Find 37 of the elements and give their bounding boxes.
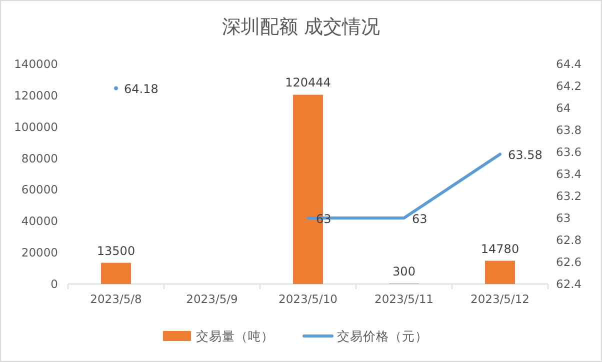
data-label: 14780 (480, 242, 520, 256)
x-tick-label: 2023/5/9 (186, 292, 238, 306)
y2-tick-label: 62.8 (556, 233, 582, 247)
legend-label: 交易价格（元） (337, 328, 428, 344)
y-tick-label: 60000 (21, 182, 58, 197)
y2-tick-label: 64 (556, 101, 571, 115)
data-label: 63.58 (508, 148, 542, 162)
y-tick-label: 80000 (21, 151, 58, 166)
bar (101, 262, 131, 284)
y2-tick-label: 63.4 (556, 167, 582, 181)
bar (485, 260, 515, 284)
y2-tick-label: 64.4 (556, 57, 582, 71)
y2-tick-label: 62.4 (556, 277, 582, 291)
y-tick-label: 0 (50, 277, 58, 291)
x-tick-label: 2023/5/11 (374, 292, 434, 306)
data-label: 63 (412, 212, 428, 226)
y-tick-label: 40000 (21, 214, 58, 228)
chart-title: 深圳配额 成交情况 (222, 16, 380, 38)
y-tick-label: 20000 (21, 246, 58, 260)
data-label: 64.18 (124, 82, 158, 96)
x-tick-label: 2023/5/10 (278, 292, 338, 306)
y-tick-label: 120000 (14, 88, 58, 102)
y2-tick-label: 63 (556, 211, 571, 225)
data-label: 13500 (96, 244, 136, 258)
y2-tick-label: 63.8 (556, 123, 582, 137)
y2-tick-label: 63.6 (556, 145, 582, 159)
y-tick-label: 140000 (14, 57, 58, 71)
y2-tick-label: 63.2 (556, 189, 582, 203)
y-tick-label: 100000 (14, 120, 58, 134)
x-tick-label: 2023/5/8 (90, 292, 142, 306)
y2-tick-label: 64.2 (556, 79, 582, 93)
data-label: 120444 (285, 76, 331, 90)
data-label: 63 (316, 212, 332, 226)
y2-tick-label: 62.6 (556, 255, 582, 269)
x-tick-label: 2023/5/12 (470, 292, 530, 306)
legend-label: 交易量（吨） (196, 328, 274, 344)
data-label: 300 (392, 264, 416, 279)
